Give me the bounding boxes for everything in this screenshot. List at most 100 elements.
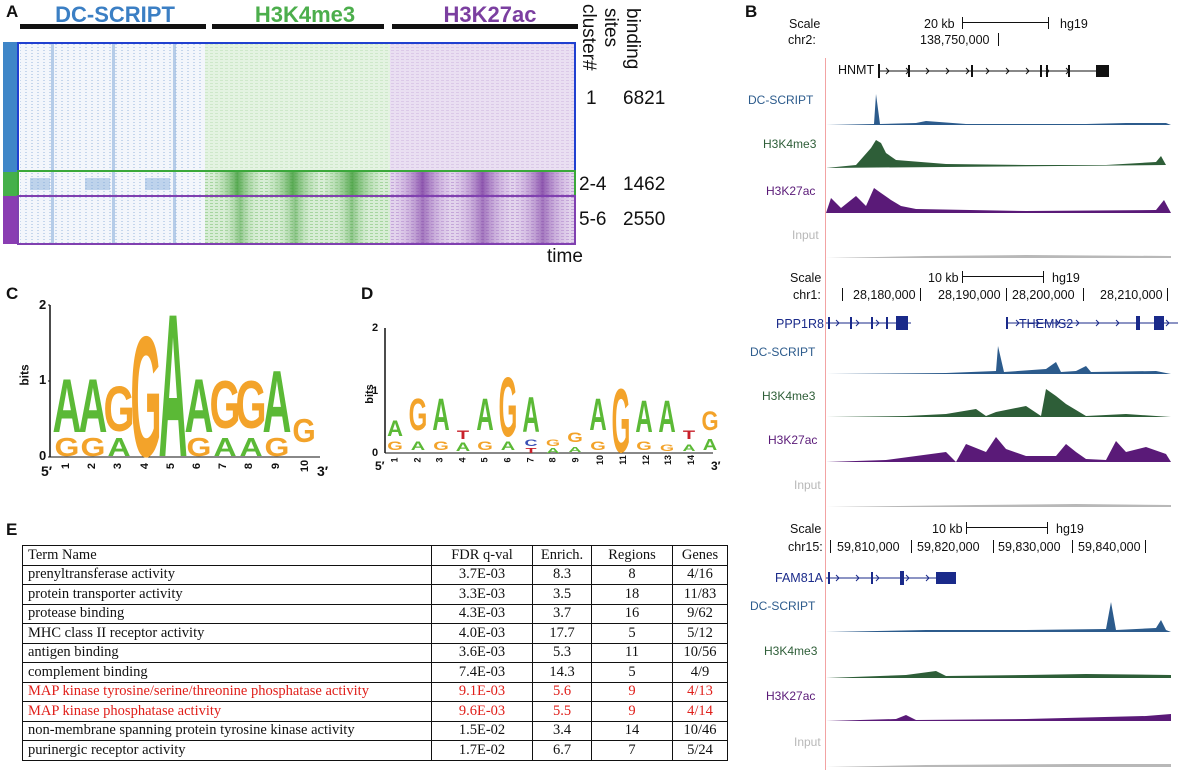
logo-letter: T [526, 447, 538, 455]
browser-axis-line [825, 58, 826, 770]
term-name-cell: complement binding [22, 662, 432, 683]
term-name-cell: protease binding [22, 603, 432, 624]
fdr-cell: 3.3E-03 [431, 584, 533, 605]
gene-label-hnmt: HNMT [838, 63, 875, 77]
track-label: Input [794, 478, 821, 492]
regions-cell: 16 [591, 603, 673, 624]
regions-cell: 5 [591, 662, 673, 683]
scale-value: 10 kb [928, 271, 959, 285]
coordinate-label: 138,750,000 [920, 33, 990, 47]
logo-position-label: 7 [217, 462, 230, 470]
logo-position-label: 3 [112, 462, 125, 470]
track-label: Input [792, 228, 819, 242]
logo-letter: G [546, 438, 560, 448]
logo-letter: G [612, 371, 631, 472]
fdr-cell: 1.5E-02 [431, 720, 533, 741]
track-label: H3K4me3 [764, 644, 818, 658]
coordinate-tick [1072, 540, 1073, 553]
panel-label-c: C [6, 284, 19, 303]
logo-position-label: 11 [617, 455, 628, 465]
logo-c-five-prime: 5′ [41, 463, 53, 479]
term-name-cell: antigen binding [22, 642, 432, 663]
logo-letter: G [55, 434, 80, 462]
scale-bar [966, 522, 1048, 534]
scale-label: Scale [790, 271, 822, 285]
track-label: DC-SCRIPT [748, 93, 814, 107]
genes-cell: 4/14 [672, 701, 728, 722]
logo-letter: A [547, 447, 560, 455]
enrich-cell: 5.5 [532, 701, 592, 722]
binding-sites-header: binding sites [600, 8, 643, 70]
heatmap-title-h3k27ac: H3K27ac [443, 2, 537, 27]
logo-c-three-prime: 3′ [317, 463, 329, 479]
logo-letter: G [477, 440, 493, 453]
logo-position-label: 1 [60, 462, 73, 470]
logo-position-label: 10 [595, 454, 606, 466]
track-label: H3K4me3 [762, 389, 816, 403]
coordinate-label: 28,180,000 [853, 288, 916, 302]
table-header-row: Term Name FDR q-val Enrich. Regions Gene… [22, 545, 728, 566]
track-label: DC-SCRIPT [750, 599, 816, 613]
cluster-sites: 6821 [623, 88, 666, 109]
logo-position-label: 3 [434, 457, 445, 463]
coordinate-label: 28,200,000 [1012, 288, 1075, 302]
logo-letter: A [185, 363, 214, 448]
logo-letter: A [456, 441, 471, 454]
enrich-cell: 6.7 [532, 740, 592, 761]
logo-letter: G [701, 407, 718, 436]
header-enrich: Enrich. [532, 545, 592, 566]
term-name-cell: non-membrane spanning protein tyrosine k… [22, 720, 432, 741]
term-name-cell: MAP kinase tyrosine/serine/threonine pho… [22, 681, 432, 702]
logo-letter: A [432, 389, 449, 440]
coordinate-label: 59,840,000 [1078, 540, 1141, 554]
logo-letter: A [159, 300, 188, 480]
assembly-label: hg19 [1052, 271, 1080, 285]
signal-tracks-view1 [826, 94, 1171, 258]
signal-tracks-view3 [826, 602, 1171, 767]
fdr-cell: 7.4E-03 [431, 662, 533, 683]
track-label: DC-SCRIPT [750, 345, 816, 359]
fdr-cell: 4.3E-03 [431, 603, 533, 624]
logo-letter: G [265, 434, 290, 462]
logo-position-label: 10 [298, 459, 311, 473]
term-name-cell: protein transporter activity [22, 584, 432, 605]
scale-bar [962, 271, 1044, 283]
fdr-cell: 3.7E-03 [431, 564, 533, 585]
logo-letter: G [81, 434, 106, 462]
track-label: H3K27ac [766, 689, 816, 703]
logo-position-label: 4 [457, 457, 468, 463]
logo-position-label: 8 [547, 457, 558, 463]
logo-c-ytick: 0 [39, 448, 47, 463]
logo-letter: A [501, 440, 516, 453]
chr-label: chr1: [793, 288, 821, 302]
go-enrichment-table: Term Name FDR q-val Enrich. Regions Gene… [22, 545, 728, 761]
logo-letter: T [457, 429, 469, 442]
logo-position-label: 5 [164, 462, 177, 470]
signal-tracks-view2 [826, 346, 1171, 507]
regions-cell: 14 [591, 720, 673, 741]
logo-letter: C [524, 438, 537, 448]
table-row: MHC class II receptor activity 4.0E-03 17.… [22, 623, 728, 644]
logo-letter: A [213, 434, 236, 462]
cluster-label: 2-4 [579, 174, 607, 195]
logo-d-ytick: 1 [372, 385, 379, 397]
coordinate-tick [1083, 288, 1084, 301]
logo-letter: A [79, 363, 108, 448]
table-row: complement binding 7.4E-03 14.3 5 4/9 [22, 662, 728, 683]
cluster-header: cluster# [578, 4, 599, 71]
coordinate-tick [920, 288, 921, 301]
logo-letter: A [476, 389, 493, 440]
gene-label-fam81a: FAM81A [775, 571, 823, 585]
coordinate-label: 28,190,000 [938, 288, 1001, 302]
heatmap-header-bar [392, 24, 578, 29]
logo-position-label: 2 [412, 457, 423, 463]
logo-letter: A [239, 434, 262, 462]
logo-position-label: 1 [389, 457, 400, 463]
enrich-cell: 3.5 [532, 584, 592, 605]
logo-d-ytick: 2 [372, 322, 379, 334]
logo-position-label: 4 [138, 462, 151, 470]
term-name-cell: MHC class II receptor activity [22, 623, 432, 644]
genes-cell: 4/13 [672, 681, 728, 702]
gene-label-ppp1r8: PPP1R8 [776, 317, 824, 331]
fdr-cell: 3.6E-03 [431, 642, 533, 663]
